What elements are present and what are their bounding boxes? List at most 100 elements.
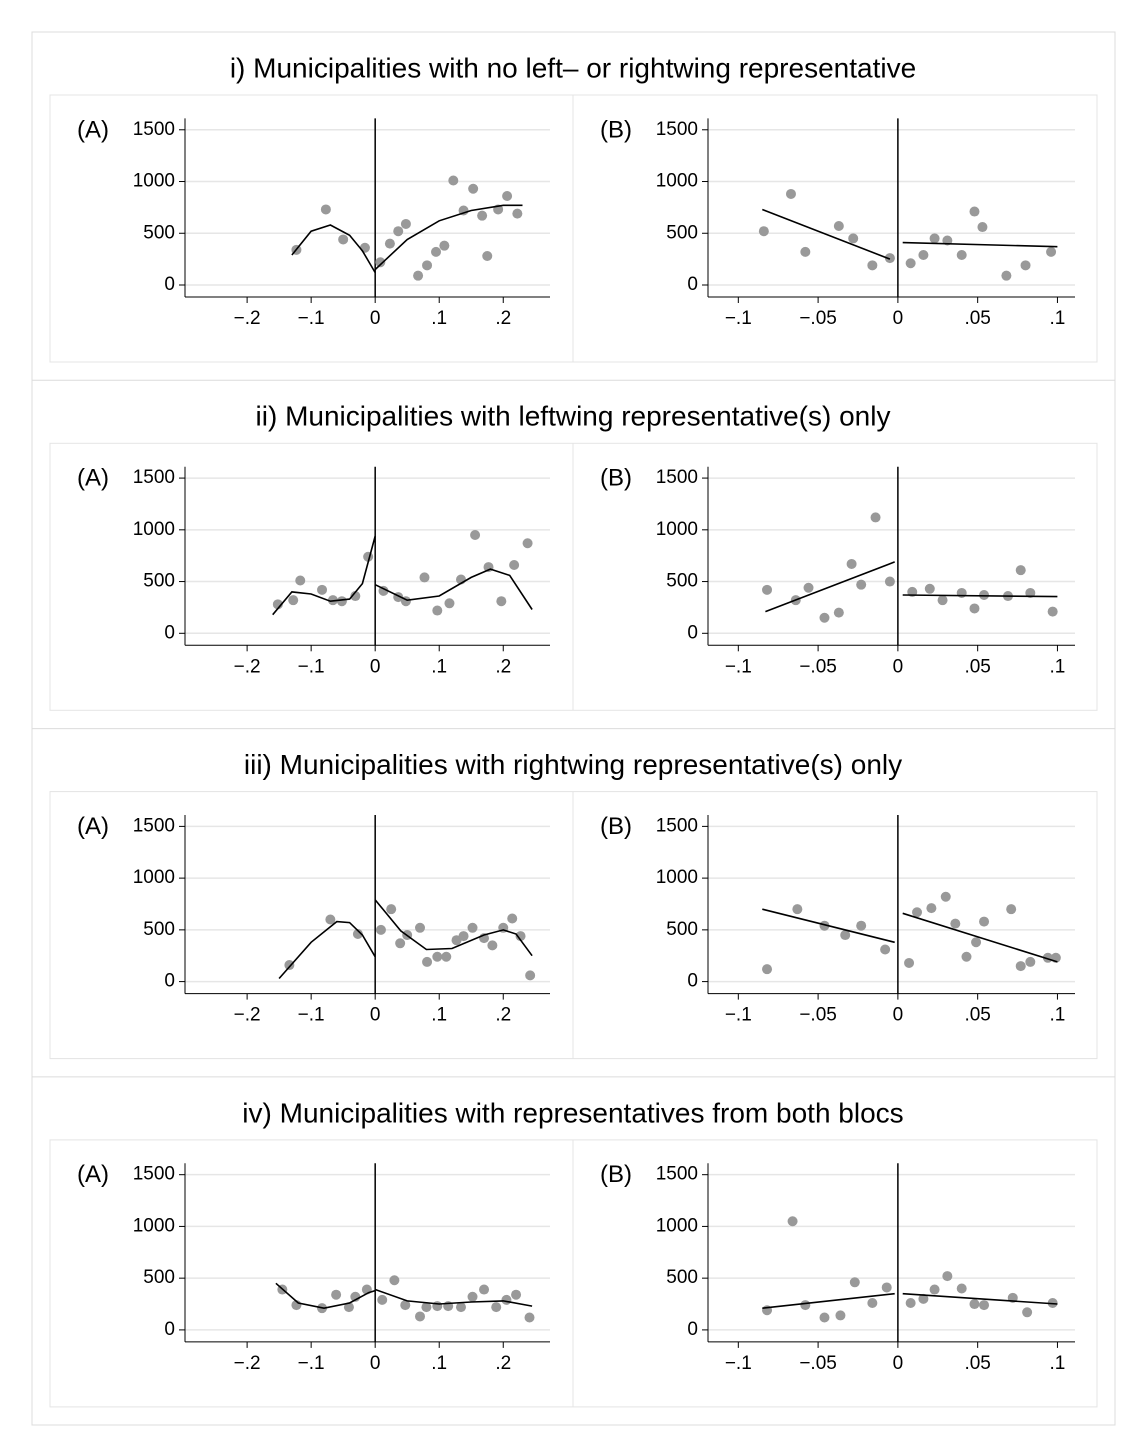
x-tick-label: .05 bbox=[964, 1353, 990, 1374]
panel-label: (B) bbox=[600, 813, 632, 840]
x-tick-label: .1 bbox=[1050, 1005, 1066, 1026]
point bbox=[331, 1289, 342, 1300]
point bbox=[515, 931, 526, 942]
point bbox=[359, 242, 370, 253]
point bbox=[386, 904, 397, 915]
y-tick-label: 1500 bbox=[133, 1164, 175, 1185]
point bbox=[317, 584, 328, 595]
point bbox=[350, 591, 361, 602]
panel-label: (B) bbox=[600, 465, 632, 492]
point bbox=[969, 603, 980, 614]
x-tick-label: −.1 bbox=[725, 308, 752, 329]
fit-line bbox=[902, 241, 1058, 248]
point bbox=[413, 270, 424, 281]
x-tick-label: 0 bbox=[893, 1005, 904, 1026]
point bbox=[444, 598, 455, 609]
point bbox=[929, 233, 940, 244]
point bbox=[525, 970, 536, 981]
panel-label: (A) bbox=[77, 465, 109, 492]
point bbox=[496, 596, 507, 607]
point bbox=[918, 249, 929, 260]
y-tick-label: 500 bbox=[666, 571, 698, 592]
x-tick-label: .05 bbox=[964, 656, 990, 677]
point bbox=[432, 951, 443, 962]
fit-line bbox=[902, 912, 1058, 963]
point bbox=[1006, 904, 1017, 915]
x-tick-label: −.1 bbox=[725, 656, 752, 677]
point bbox=[800, 1300, 811, 1311]
panel-label: (B) bbox=[600, 116, 632, 143]
x-tick-label: −.1 bbox=[725, 1005, 752, 1026]
fit-line bbox=[762, 908, 895, 944]
y-tick-label: 1000 bbox=[656, 519, 698, 540]
point bbox=[971, 937, 982, 948]
y-tick-label: 0 bbox=[164, 1319, 175, 1340]
x-tick-label: 0 bbox=[370, 656, 381, 677]
x-tick-label: −.1 bbox=[298, 1005, 325, 1026]
point bbox=[819, 920, 830, 931]
point bbox=[1046, 246, 1057, 257]
y-tick-label: 1000 bbox=[133, 1215, 175, 1236]
point bbox=[833, 607, 844, 618]
x-tick-label: .2 bbox=[495, 1005, 511, 1026]
x-tick-label: .2 bbox=[495, 656, 511, 677]
point bbox=[389, 1275, 400, 1286]
point bbox=[942, 1271, 953, 1282]
point bbox=[431, 246, 442, 257]
point bbox=[432, 605, 443, 616]
x-tick-label: .1 bbox=[431, 656, 447, 677]
y-tick-label: 1000 bbox=[133, 519, 175, 540]
fit-line bbox=[902, 1292, 1058, 1305]
x-tick-label: −.1 bbox=[298, 656, 325, 677]
point bbox=[419, 572, 430, 583]
x-tick-label: 0 bbox=[370, 1005, 381, 1026]
fit-line bbox=[374, 568, 533, 610]
point bbox=[905, 1297, 916, 1308]
x-tick-label: −.2 bbox=[234, 308, 261, 329]
panel-label: (A) bbox=[77, 116, 109, 143]
point bbox=[467, 1291, 478, 1302]
point bbox=[511, 1289, 522, 1300]
point bbox=[400, 218, 411, 229]
y-tick-label: 1000 bbox=[656, 867, 698, 888]
point bbox=[969, 206, 980, 217]
point bbox=[393, 226, 404, 237]
point bbox=[448, 175, 459, 186]
point bbox=[856, 920, 867, 931]
point bbox=[762, 584, 773, 595]
point bbox=[375, 257, 386, 268]
point bbox=[458, 931, 469, 942]
point bbox=[439, 240, 450, 251]
x-tick-label: .2 bbox=[495, 308, 511, 329]
point bbox=[1047, 606, 1058, 617]
fit-line bbox=[374, 1288, 533, 1307]
point bbox=[1025, 956, 1036, 967]
y-tick-label: 500 bbox=[666, 222, 698, 243]
point bbox=[833, 221, 844, 232]
y-tick-label: 1500 bbox=[133, 467, 175, 488]
fit-line bbox=[275, 1282, 376, 1310]
section-title: iii) Municipalities with rightwing repre… bbox=[244, 749, 902, 780]
panel-label: (A) bbox=[77, 1161, 109, 1188]
y-tick-label: 500 bbox=[666, 919, 698, 940]
x-tick-label: .05 bbox=[964, 308, 990, 329]
fit-line bbox=[902, 594, 1058, 598]
point bbox=[884, 253, 895, 264]
point bbox=[870, 512, 881, 523]
point bbox=[904, 957, 915, 968]
point bbox=[338, 234, 349, 245]
x-tick-label: .1 bbox=[1050, 1353, 1066, 1374]
point bbox=[320, 204, 331, 215]
x-tick-label: −.05 bbox=[799, 1353, 837, 1374]
fit-line bbox=[374, 899, 533, 957]
y-tick-label: 500 bbox=[143, 1267, 175, 1288]
y-tick-label: 1500 bbox=[133, 815, 175, 836]
point bbox=[512, 208, 523, 219]
y-tick-label: 1500 bbox=[133, 119, 175, 140]
point bbox=[881, 1282, 892, 1293]
point bbox=[880, 944, 891, 955]
x-tick-label: .1 bbox=[1050, 308, 1066, 329]
x-tick-label: .1 bbox=[1050, 656, 1066, 677]
x-tick-label: .1 bbox=[431, 1353, 447, 1374]
point bbox=[1020, 260, 1031, 271]
